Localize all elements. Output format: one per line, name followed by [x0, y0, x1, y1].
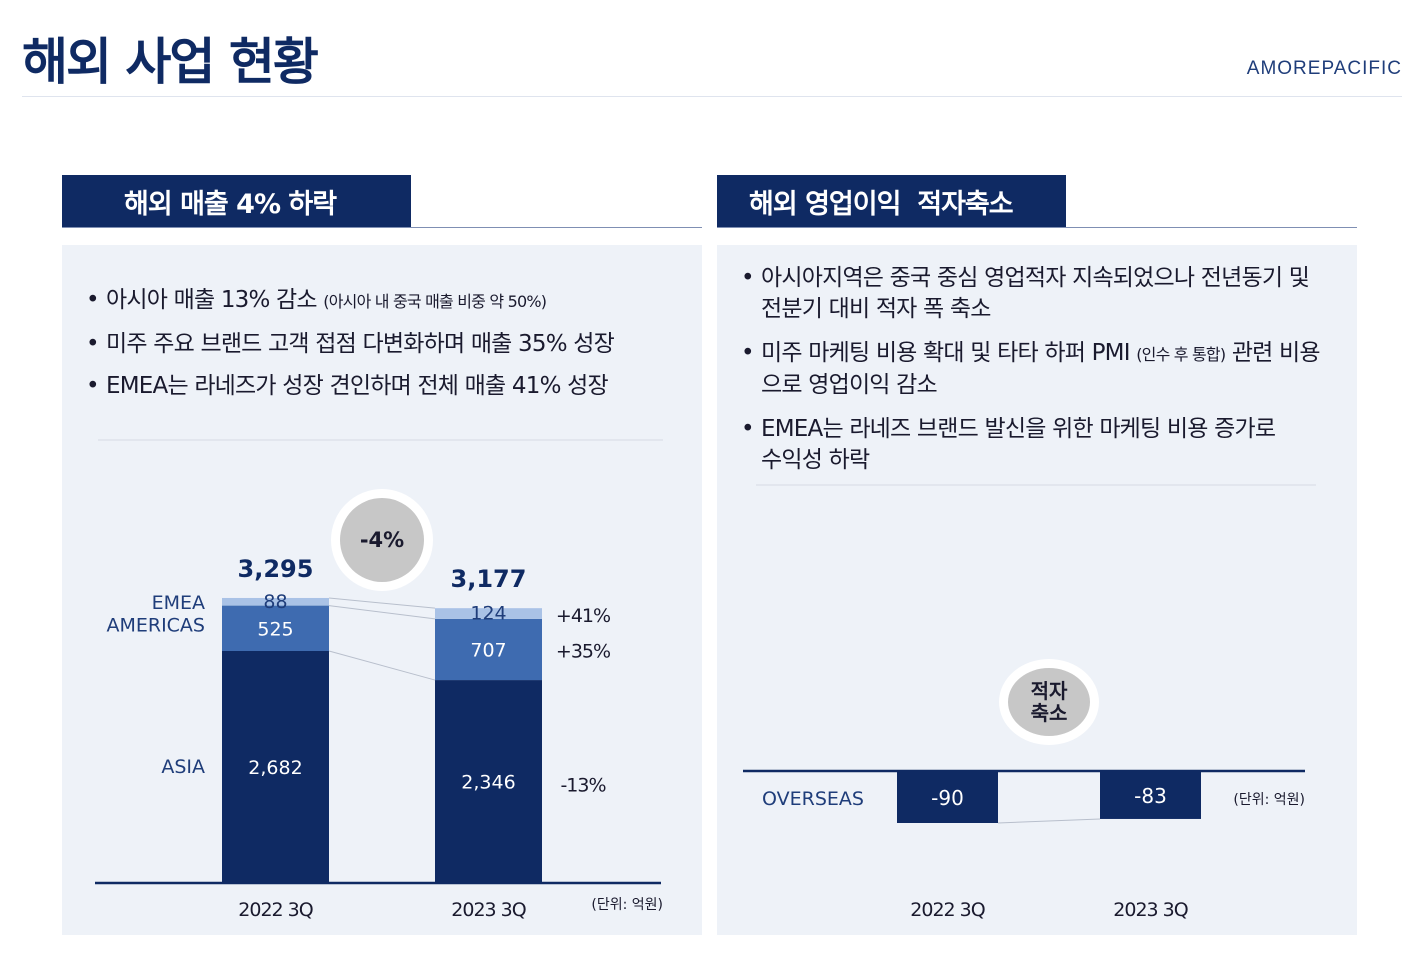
bar-emea-1: [222, 597, 329, 606]
profit-bar-2: [1100, 771, 1201, 819]
left-panel: 아시아 매출 13% 감소 (아시아 내 중국 매출 비중 약 50%) 미주 …: [62, 245, 702, 935]
left-heading-rule: [62, 227, 702, 228]
profit-value-label-2: -83: [1134, 784, 1167, 808]
value-label-asia-2: 2,346: [461, 772, 515, 794]
right-panel: 아시아지역은 중국 중심 영업적자 지속되었으나 전년동기 및 전분기 대비 적…: [717, 245, 1357, 935]
value-label-asia-1: 2,682: [248, 757, 302, 779]
left-section-heading: 해외 매출 4% 하락: [62, 175, 411, 227]
profit-value-label-1: -90: [931, 786, 964, 810]
profit-x-tick-label-1: 2022 3Q: [910, 899, 984, 921]
profit-connector-line: [997, 818, 1101, 824]
bullet-asia: 아시아 매출 13% 감소 (아시아 내 중국 매출 비중 약 50%): [86, 279, 696, 323]
profit-bar-1: [897, 771, 998, 823]
right-bullets: 아시아지역은 중국 중심 영업적자 지속되었으나 전년동기 및 전분기 대비 적…: [741, 263, 1351, 476]
total-label-2: 3,177: [451, 565, 527, 593]
bar-emea-2: [435, 608, 542, 619]
bullet-asia-profit: 아시아지역은 중국 중심 영업적자 지속되었으나 전년동기 및 전분기 대비 적…: [741, 263, 1351, 325]
bullet-emea: EMEA는 라네즈가 성장 견인하며 전체 매출 41% 성장: [86, 365, 696, 407]
change-label-asia: -13%: [560, 775, 605, 797]
x-tick-label-1: 2022 3Q: [238, 899, 312, 921]
right-section-heading: 해외 영업이익 적자축소: [717, 175, 1066, 227]
x-tick-label-2: 2023 3Q: [451, 899, 525, 921]
bar-americas-1: [222, 605, 329, 651]
revenue-change-badge: -4%: [340, 498, 424, 582]
unit-label-profit: (단위: 억원): [1233, 792, 1305, 808]
page-title: 해외 사업 현황: [22, 33, 319, 91]
bullet-emea-profit: EMEA는 라네즈 브랜드 발신을 위한 마케팅 비용 증가로 수익성 하락: [741, 414, 1351, 476]
value-label-emea-2: 124: [470, 603, 506, 625]
bar-asia-2: [435, 680, 542, 883]
series-label-overseas: OVERSEAS: [762, 788, 864, 810]
bar-americas-2: [435, 618, 542, 681]
connector-line-3: [328, 597, 436, 609]
bullet-americas-profit: 미주 마케팅 비용 확대 및 타타 하퍼 PMI (인수 후 통합) 관련 비용…: [741, 338, 1351, 401]
unit-label-revenue: (단위: 억원): [591, 897, 663, 913]
title-divider: [22, 96, 1402, 97]
value-label-emea-1: 88: [263, 591, 287, 613]
left-bullets: 아시아 매출 13% 감소 (아시아 내 중국 매출 비중 약 50%) 미주 …: [86, 279, 696, 407]
series-label-americas: AMERICAS: [106, 614, 205, 636]
total-label-1: 3,295: [238, 555, 314, 583]
change-label-emea: +41%: [556, 605, 610, 627]
series-label-asia: ASIA: [161, 756, 205, 778]
bar-asia-1: [222, 651, 329, 883]
brand-logo: AMOREPACIFIC: [1246, 58, 1402, 79]
connector-line-1: [328, 650, 436, 681]
value-label-americas-1: 525: [257, 618, 293, 640]
bullet-americas: 미주 주요 브랜드 고객 접점 다변화하며 매출 35% 성장: [86, 323, 696, 365]
series-label-emea: EMEA: [152, 592, 205, 614]
connector-line-2: [328, 605, 436, 620]
profit-x-tick-label-2: 2023 3Q: [1113, 899, 1187, 921]
value-label-americas-2: 707: [470, 639, 506, 661]
right-heading-rule: [717, 227, 1357, 228]
profit-change-badge: 적자 축소: [1008, 668, 1090, 736]
change-label-americas: +35%: [556, 640, 610, 662]
